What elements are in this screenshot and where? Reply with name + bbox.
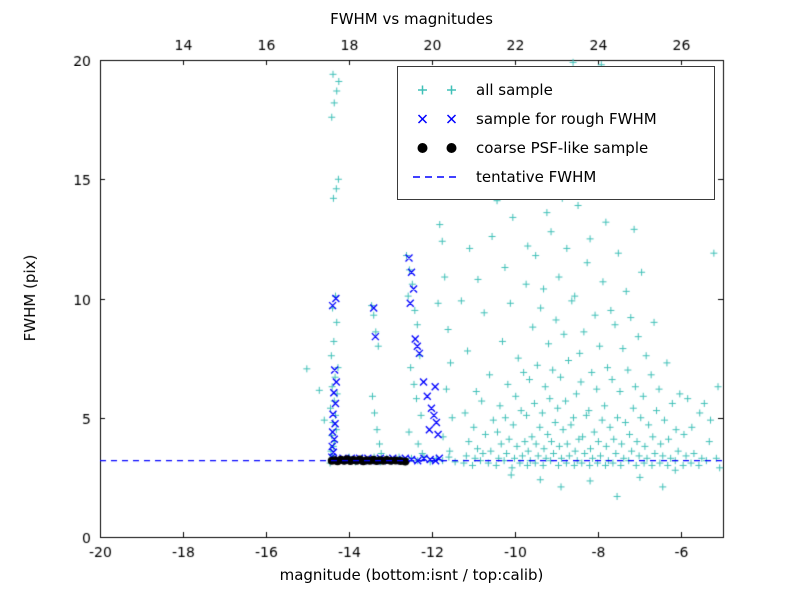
legend-label: coarse PSF-like sample: [476, 138, 649, 157]
legend-entry-rough-fwhm: sample for rough FWHM: [408, 104, 704, 133]
x-axis-label: magnitude (bottom:isnt / top:calib): [279, 566, 544, 584]
dashed-line-icon: [408, 168, 466, 186]
legend-label: tentative FWHM: [476, 167, 597, 186]
legend-entry-tentative-fwhm: tentative FWHM: [408, 162, 704, 191]
legend-entry-psf-sample: coarse PSF-like sample: [408, 133, 704, 162]
legend-label: all sample: [476, 80, 553, 99]
legend: all sample sample for rough FWHM coarse …: [397, 66, 715, 200]
x-marker-icon: [408, 110, 466, 128]
plus-marker-icon: [408, 81, 466, 99]
y-axis-label: FWHM (pix): [21, 254, 39, 342]
legend-entry-all-sample: all sample: [408, 75, 704, 104]
dot-marker-icon: [408, 139, 466, 157]
legend-label: sample for rough FWHM: [476, 109, 657, 128]
chart-title: FWHM vs magnitudes: [330, 10, 493, 28]
